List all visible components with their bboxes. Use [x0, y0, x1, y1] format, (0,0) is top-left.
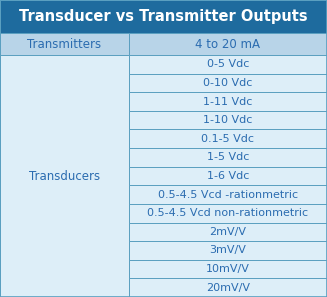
- Bar: [129, 129, 327, 148]
- Bar: [0, 33, 129, 55]
- Bar: [0, 55, 129, 297]
- Bar: [129, 222, 327, 241]
- Text: 1-10 Vdc: 1-10 Vdc: [203, 115, 252, 125]
- Bar: [129, 33, 327, 55]
- Bar: [129, 260, 327, 278]
- Bar: [129, 74, 327, 92]
- Text: Transducers: Transducers: [29, 170, 100, 182]
- Text: 2mV/V: 2mV/V: [209, 227, 246, 237]
- Bar: [129, 148, 327, 167]
- Bar: [129, 55, 327, 74]
- Bar: [129, 111, 327, 129]
- Text: 0.1-5 Vdc: 0.1-5 Vdc: [201, 134, 254, 144]
- Bar: [129, 278, 327, 297]
- Text: Transducer vs Transmitter Outputs: Transducer vs Transmitter Outputs: [19, 9, 308, 24]
- Text: Transmitters: Transmitters: [27, 37, 101, 50]
- Text: 10mV/V: 10mV/V: [206, 264, 250, 274]
- Text: 0-5 Vdc: 0-5 Vdc: [207, 59, 249, 69]
- Text: 0.5-4.5 Vcd non-rationmetric: 0.5-4.5 Vcd non-rationmetric: [147, 208, 308, 218]
- Text: 0-10 Vdc: 0-10 Vdc: [203, 78, 252, 88]
- Text: 1-11 Vdc: 1-11 Vdc: [203, 97, 252, 107]
- Bar: [129, 92, 327, 111]
- Text: 20mV/V: 20mV/V: [206, 283, 250, 293]
- Text: 1-5 Vdc: 1-5 Vdc: [207, 152, 249, 162]
- Text: 1-6 Vdc: 1-6 Vdc: [207, 171, 249, 181]
- Bar: [0, 0, 327, 33]
- Bar: [129, 204, 327, 222]
- Bar: [129, 241, 327, 260]
- Text: 4 to 20 mA: 4 to 20 mA: [195, 37, 260, 50]
- Bar: [129, 185, 327, 204]
- Text: 0.5-4.5 Vcd -rationmetric: 0.5-4.5 Vcd -rationmetric: [158, 189, 298, 200]
- Bar: [129, 167, 327, 185]
- Text: 3mV/V: 3mV/V: [209, 245, 246, 255]
